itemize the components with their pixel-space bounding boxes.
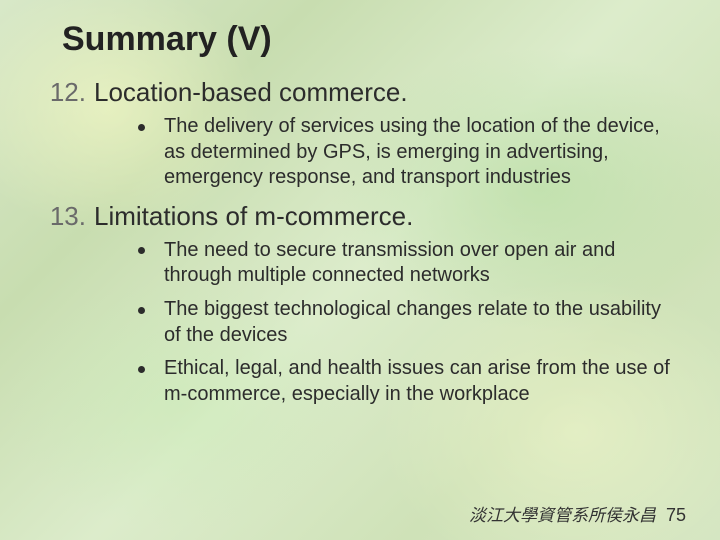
- item-head: 12. Location-based commerce.: [40, 77, 680, 108]
- slide: Summary (V) 12. Location-based commerce.…: [0, 0, 720, 540]
- bullet-item: The biggest technological changes relate…: [138, 297, 680, 348]
- sub-bullet-list: The delivery of services using the locat…: [40, 114, 680, 191]
- footer-text: 淡江大學資管系所侯永昌: [469, 501, 656, 526]
- item-number: 13.: [40, 201, 94, 232]
- item-heading: Location-based commerce.: [94, 77, 408, 108]
- slide-title: Summary (V): [62, 20, 680, 59]
- bullet-item: The delivery of services using the locat…: [138, 114, 680, 191]
- item-number: 12.: [40, 77, 94, 108]
- item-heading: Limitations of m-commerce.: [94, 201, 413, 232]
- item-head: 13. Limitations of m-commerce.: [40, 201, 680, 232]
- bullet-item: The need to secure transmission over ope…: [138, 238, 680, 289]
- page-number: 75: [666, 505, 686, 526]
- sub-bullet-list: The need to secure transmission over ope…: [40, 238, 680, 408]
- bullet-item: Ethical, legal, and health issues can ar…: [138, 356, 680, 407]
- slide-footer: 淡江大學資管系所侯永昌 75: [469, 501, 686, 526]
- list-item-13: 13. Limitations of m-commerce. The need …: [40, 201, 680, 408]
- list-item-12: 12. Location-based commerce. The deliver…: [40, 77, 680, 191]
